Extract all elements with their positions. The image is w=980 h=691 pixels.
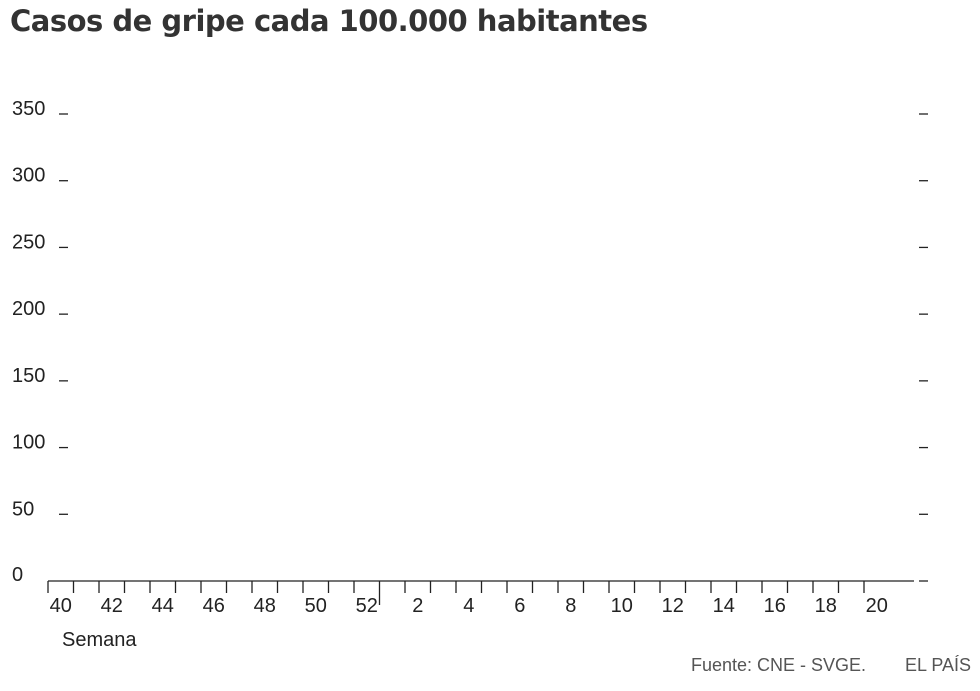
x-axis-label: Semana <box>62 629 137 651</box>
x-tick-label: 6 <box>514 595 525 617</box>
x-tick-label: 50 <box>305 595 327 617</box>
chart-title: Casos de gripe cada 100.000 habitantes <box>10 4 648 38</box>
x-tick-label: 14 <box>713 595 735 617</box>
brand-label: EL PAÍS <box>905 655 972 675</box>
y-tick-label: 100 <box>12 432 45 454</box>
x-tick-label: 20 <box>866 595 888 617</box>
y-tick-label: 0 <box>12 564 23 586</box>
x-tick-label: 18 <box>815 595 837 617</box>
x-tick-label: 12 <box>662 595 684 617</box>
y-tick-label: 300 <box>12 165 45 187</box>
x-tick-label: 10 <box>611 595 633 617</box>
x-tick-label: 2 <box>412 595 423 617</box>
y-tick-label: 350 <box>12 98 45 120</box>
x-tick-label: 46 <box>203 595 225 617</box>
x-tick-label: 4 <box>463 595 474 617</box>
y-tick-label: 150 <box>12 365 45 387</box>
source-note: Fuente: CNE - SVGE. <box>691 655 867 675</box>
x-tick-label: 8 <box>565 595 576 617</box>
x-tick-label: 52 <box>356 595 378 617</box>
x-tick-label: 44 <box>152 595 174 617</box>
y-axis-right <box>919 113 928 582</box>
x-tick-label: 48 <box>254 595 276 617</box>
x-axis: 40 42 44 46 48 50 52 2 4 6 8 10 12 14 16 18 20 <box>47 580 914 617</box>
x-tick-label: 40 <box>50 595 72 617</box>
x-tick-label: 16 <box>764 595 786 617</box>
y-tick-label: 200 <box>12 298 45 320</box>
y-tick-label: 50 <box>12 498 34 520</box>
y-tick-label: 250 <box>12 231 45 253</box>
y-axis: 0 50 100 150 200 250 300 350 <box>12 98 68 586</box>
x-tick-label: 42 <box>101 595 123 617</box>
